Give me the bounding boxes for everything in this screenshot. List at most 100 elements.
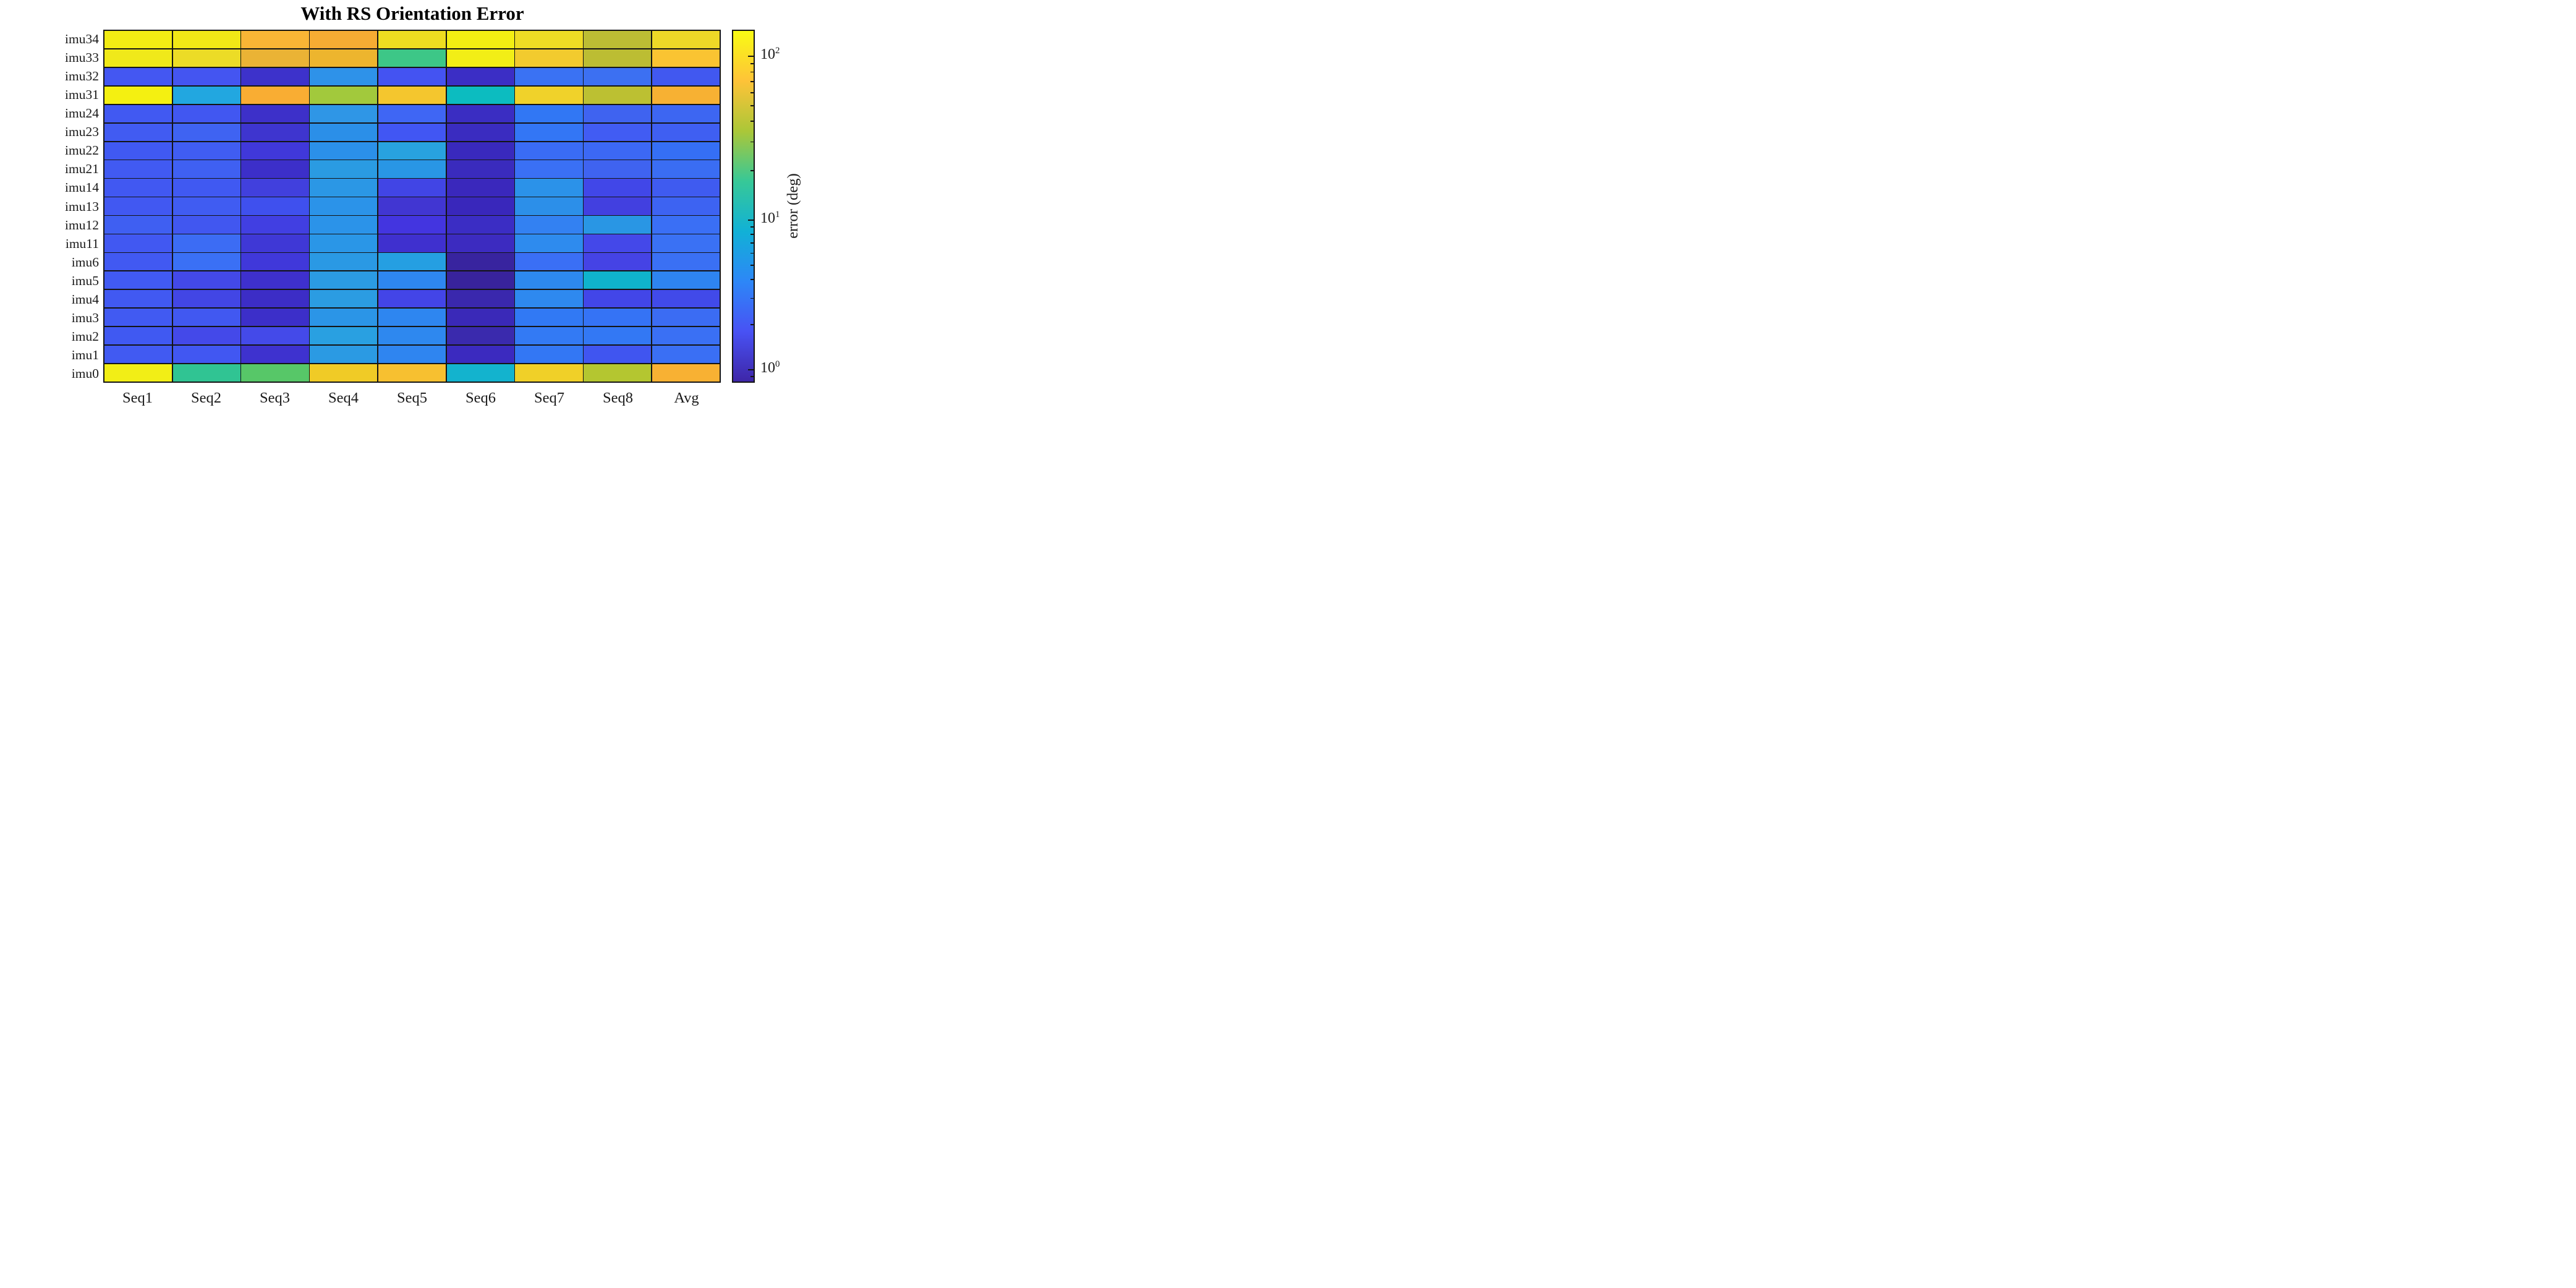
heatmap-cell [652,49,720,67]
colorbar-minor-tick [750,63,754,64]
colorbar-tick-label: 101 [760,210,780,226]
heatmap-cell [104,142,172,160]
heatmap-cell [378,216,446,234]
heatmap-cell [515,289,583,308]
heatmap-cell [172,253,240,271]
heatmap-cell [584,179,652,197]
heatmap-cell [310,345,378,364]
heatmap-cell [172,142,240,160]
heatmap-cell [584,49,652,67]
heatmap-cell [172,289,240,308]
col-label-Seq8: Seq8 [603,390,633,406]
heatmap-cell [652,31,720,49]
heatmap-cell [378,345,446,364]
heatmap-cell [446,86,514,104]
heatmap-cell [652,289,720,308]
heatmap-cell [378,289,446,308]
heatmap-cell [241,123,309,142]
heatmap-cell [378,253,446,271]
heatmap-cell [584,104,652,123]
colorbar-minor-tick [750,297,754,299]
heatmap-cell [652,234,720,252]
col-label-Seq5: Seq5 [397,390,427,406]
heatmap-cell [378,49,446,67]
heatmap-cell [584,86,652,104]
heatmap-cell [104,289,172,308]
heatmap-cell [310,142,378,160]
heatmap-cell [172,308,240,326]
heatmap-cell [378,104,446,123]
heatmap-cell [172,364,240,382]
col-label-Avg: Avg [674,390,699,406]
heatmap-cell [652,253,720,271]
heatmap-cell [446,67,514,86]
col-label-Seq4: Seq4 [328,390,359,406]
heatmap-cell [584,31,652,49]
heatmap-cell [104,308,172,326]
heatmap-cell [104,123,172,142]
colorbar-major-tick [748,220,754,221]
heatmap-cell [515,179,583,197]
heatmap-cell [584,308,652,326]
heatmap-cell [241,326,309,345]
colorbar-tick-label: 102 [760,46,780,62]
heatmap-cell [378,123,446,142]
heatmap-cell [515,142,583,160]
heatmap-cell [515,308,583,326]
heatmap-cell [104,67,172,86]
heatmap-cell [446,123,514,142]
heatmap-cell [310,67,378,86]
colorbar-minor-tick [750,264,754,266]
heatmap-cell [652,179,720,197]
heatmap-cell [446,364,514,382]
heatmap-cell [378,86,446,104]
row-label-imu33: imu33 [65,50,99,66]
heatmap-cell [241,271,309,289]
heatmap-cell [446,142,514,160]
heatmap-cell [104,31,172,49]
heatmap-cell [378,160,446,178]
heatmap-cell [584,234,652,252]
heatmap-cell [172,234,240,252]
heatmap-cell [446,104,514,123]
heatmap-cell [652,67,720,86]
heatmap-cell [310,271,378,289]
colorbar-minor-tick [750,104,754,106]
colorbar-minor-tick [750,92,754,93]
heatmap-cell [104,271,172,289]
heatmap-cell [104,253,172,271]
heatmap-cell [584,271,652,289]
heatmap-cell [446,197,514,215]
colorbar-minor-tick [750,376,754,377]
heatmap-cell [446,179,514,197]
heatmap-cell [584,253,652,271]
heatmap-cell [515,197,583,215]
heatmap-cell [584,216,652,234]
heatmap-cell [652,216,720,234]
heatmap-cell [172,216,240,234]
heatmap-cell [104,104,172,123]
heatmap-cell [446,31,514,49]
heatmap-cell [172,160,240,178]
heatmap-cell [310,234,378,252]
heatmap-cell [104,234,172,252]
heatmap-cell [515,326,583,345]
colorbar [732,30,755,383]
heatmap-grid [103,30,721,383]
heatmap-cell [584,67,652,86]
heatmap-cell [446,253,514,271]
heatmap-cell [584,326,652,345]
heatmap-cell [104,86,172,104]
col-label-Seq6: Seq6 [465,390,496,406]
heatmap-cell [584,345,652,364]
heatmap-cell [104,197,172,215]
heatmap-cell [584,160,652,178]
heatmap-cell [104,216,172,234]
heatmap-cell [310,31,378,49]
colorbar-tick-labels: 100 101 102 [760,30,810,383]
colorbar-minor-tick [750,81,754,82]
col-label-Seq1: Seq1 [122,390,153,406]
heatmap-cell [241,234,309,252]
heatmap-cell [378,271,446,289]
row-label-imu13: imu13 [65,198,99,214]
